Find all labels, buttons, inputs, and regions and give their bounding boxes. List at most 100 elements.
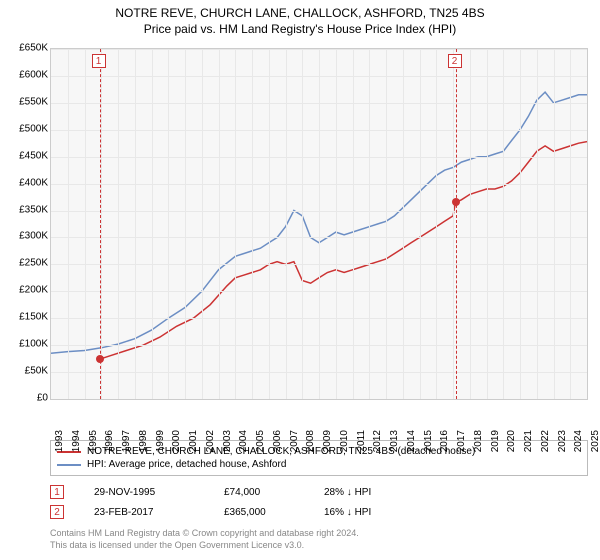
grid-line-v	[503, 49, 504, 399]
chart-title: NOTRE REVE, CHURCH LANE, CHALLOCK, ASHFO…	[0, 0, 600, 20]
transaction-date: 29-NOV-1995	[94, 487, 194, 498]
grid-line-v	[403, 49, 404, 399]
x-tick-label: 2002	[205, 430, 216, 452]
x-tick-label: 2012	[372, 430, 383, 452]
x-tick-label: 1999	[155, 430, 166, 452]
x-tick-label: 2014	[406, 430, 417, 452]
y-tick-label: £150K	[19, 312, 48, 323]
chart-container: NOTRE REVE, CHURCH LANE, CHALLOCK, ASHFO…	[0, 0, 600, 560]
x-tick-label: 1997	[121, 430, 132, 452]
transaction-date: 23-FEB-2017	[94, 507, 194, 518]
y-tick-label: £50K	[25, 366, 48, 377]
y-tick-label: £350K	[19, 204, 48, 215]
x-tick-label: 2011	[356, 430, 367, 452]
grid-line-v	[101, 49, 102, 399]
grid-line-v	[353, 49, 354, 399]
x-tick-label: 2013	[389, 430, 400, 452]
x-tick-label: 2021	[523, 430, 534, 452]
x-tick-label: 2018	[473, 430, 484, 452]
grid-line-v	[420, 49, 421, 399]
marker-line-1	[100, 49, 101, 399]
grid-line-v	[554, 49, 555, 399]
grid-line-v	[168, 49, 169, 399]
x-tick-label: 2010	[339, 430, 350, 452]
y-tick-label: £100K	[19, 339, 48, 350]
grid-line-v	[152, 49, 153, 399]
x-tick-label: 1998	[138, 430, 149, 452]
grid-line-v	[453, 49, 454, 399]
grid-line-v	[286, 49, 287, 399]
y-tick-label: £550K	[19, 96, 48, 107]
legend-label: HPI: Average price, detached house, Ashf…	[87, 459, 286, 470]
legend-swatch	[57, 464, 81, 466]
transaction-table: 1 29-NOV-1995 £74,000 28% ↓ HPI 2 23-FEB-2017…	[50, 482, 371, 522]
x-tick-label: 2005	[255, 430, 266, 452]
x-tick-label: 2024	[573, 430, 584, 452]
footer-text: Contains HM Land Registry data © Crown c…	[50, 528, 359, 551]
grid-line-v	[386, 49, 387, 399]
marker-dot-1	[96, 355, 104, 363]
transaction-marker-badge: 1	[50, 485, 64, 499]
grid-line-v	[537, 49, 538, 399]
y-tick-label: £600K	[19, 69, 48, 80]
x-tick-label: 2007	[289, 430, 300, 452]
grid-line-v	[68, 49, 69, 399]
marker-badge-1: 1	[92, 54, 106, 68]
grid-line-v	[269, 49, 270, 399]
grid-line-v	[135, 49, 136, 399]
y-tick-label: £450K	[19, 150, 48, 161]
legend-row: NOTRE REVE, CHURCH LANE, CHALLOCK, ASHFO…	[57, 445, 581, 458]
marker-line-2	[456, 49, 457, 399]
x-tick-label: 2022	[540, 430, 551, 452]
series-line-notre_reve	[100, 142, 587, 360]
x-tick-label: 2006	[272, 430, 283, 452]
x-tick-label: 2001	[188, 430, 199, 452]
x-tick-label: 2015	[423, 430, 434, 452]
transaction-delta: 16% ↓ HPI	[324, 507, 371, 518]
plot-area	[50, 48, 588, 400]
footer-line-2: This data is licensed under the Open Gov…	[50, 540, 359, 552]
x-tick-label: 1993	[54, 430, 65, 452]
transaction-price: £365,000	[224, 507, 294, 518]
transaction-row: 2 23-FEB-2017 £365,000 16% ↓ HPI	[50, 502, 371, 522]
x-tick-label: 2008	[305, 430, 316, 452]
y-tick-label: £300K	[19, 231, 48, 242]
x-tick-label: 2017	[456, 430, 467, 452]
x-tick-label: 2023	[557, 430, 568, 452]
grid-line-v	[570, 49, 571, 399]
transaction-delta: 28% ↓ HPI	[324, 487, 371, 498]
y-tick-label: £500K	[19, 123, 48, 134]
marker-dot-2	[452, 198, 460, 206]
x-tick-label: 2009	[322, 430, 333, 452]
y-tick-label: £200K	[19, 285, 48, 296]
x-tick-label: 2025	[590, 430, 600, 452]
transaction-marker-badge: 2	[50, 505, 64, 519]
transaction-row: 1 29-NOV-1995 £74,000 28% ↓ HPI	[50, 482, 371, 502]
x-tick-label: 2020	[506, 430, 517, 452]
y-tick-label: £650K	[19, 43, 48, 54]
x-tick-label: 2000	[171, 430, 182, 452]
grid-line-v	[436, 49, 437, 399]
footer-line-1: Contains HM Land Registry data © Crown c…	[50, 528, 359, 540]
y-tick-label: £0	[37, 393, 48, 404]
marker-badge-2: 2	[448, 54, 462, 68]
grid-line-v	[219, 49, 220, 399]
x-tick-label: 2019	[490, 430, 501, 452]
x-tick-label: 2004	[238, 430, 249, 452]
x-tick-label: 1995	[88, 430, 99, 452]
x-tick-label: 1994	[71, 430, 82, 452]
grid-line-v	[369, 49, 370, 399]
grid-line-v	[319, 49, 320, 399]
grid-line-v	[202, 49, 203, 399]
grid-line-v	[185, 49, 186, 399]
grid-line-v	[520, 49, 521, 399]
grid-line-v	[118, 49, 119, 399]
grid-line-v	[336, 49, 337, 399]
legend-row: HPI: Average price, detached house, Ashf…	[57, 458, 581, 471]
transaction-price: £74,000	[224, 487, 294, 498]
chart-subtitle: Price paid vs. HM Land Registry's House …	[0, 20, 600, 36]
x-tick-label: 2003	[222, 430, 233, 452]
grid-line-v	[252, 49, 253, 399]
grid-line-v	[470, 49, 471, 399]
x-tick-label: 2016	[439, 430, 450, 452]
